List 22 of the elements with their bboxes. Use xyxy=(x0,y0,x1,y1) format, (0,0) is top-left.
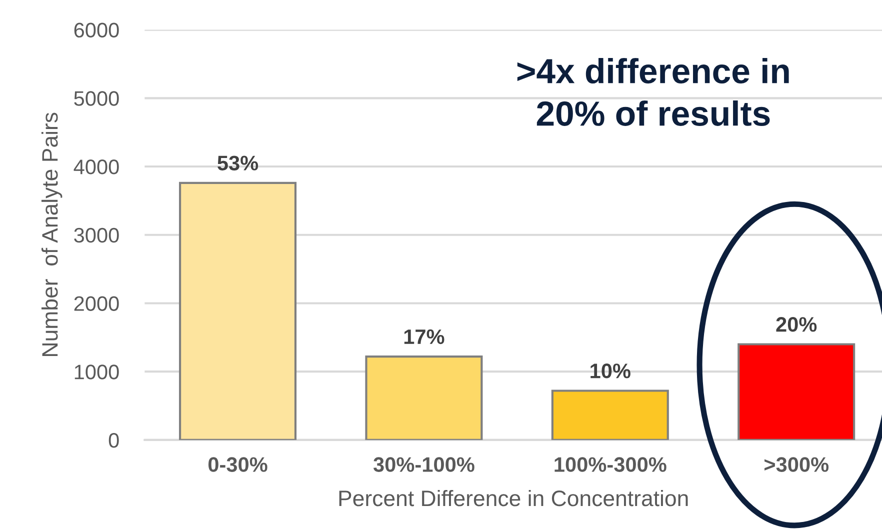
annotation: >4x difference in 20% of results xyxy=(517,58,789,126)
y-tick-label: 4000 xyxy=(74,160,119,174)
bar xyxy=(178,182,297,440)
x-tick-label: 30%-100% xyxy=(373,457,474,472)
y-tick-label: 6000 xyxy=(74,22,119,38)
y-tick-label: 3000 xyxy=(74,228,119,243)
x-tick-label: 0-30% xyxy=(208,457,268,472)
x-tick-label: 100%-300% xyxy=(554,457,666,472)
y-tick-label: 0 xyxy=(108,432,119,448)
y-tick-label: 2000 xyxy=(74,296,119,311)
annotation: 53% xyxy=(218,156,258,170)
x-axis-title: Percent Difference in Concentration xyxy=(339,490,688,506)
y-tick-label: 1000 xyxy=(74,364,119,380)
y-axis-title: Number of Analyte Pairs xyxy=(41,112,62,356)
annotation: 20% xyxy=(776,317,817,332)
x-tick-label: >300% xyxy=(764,457,829,472)
annotation: 17% xyxy=(404,329,444,344)
annotation: 10% xyxy=(590,364,630,378)
bar xyxy=(738,343,856,440)
y-tick-label: 5000 xyxy=(74,91,119,106)
bar xyxy=(551,390,669,440)
bar xyxy=(365,356,483,440)
